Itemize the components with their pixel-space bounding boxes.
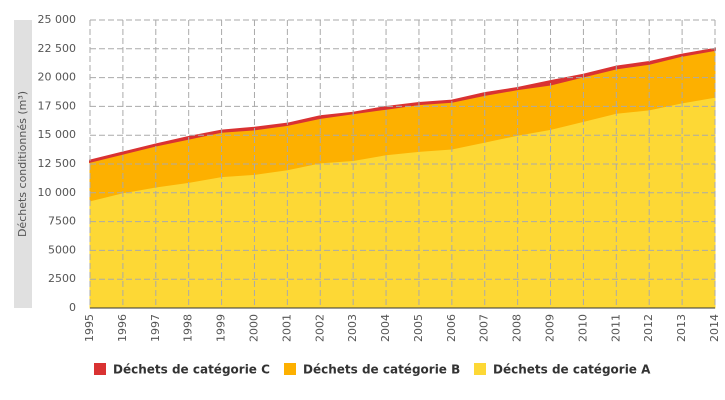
legend-swatch <box>474 363 486 375</box>
y-tick-label: 25 000 <box>38 13 77 26</box>
x-tick-label: 2006 <box>445 314 458 342</box>
x-tick-label: 1997 <box>149 314 162 342</box>
y-tick-label: 15 000 <box>38 128 77 141</box>
x-tick-label: 1998 <box>182 314 195 342</box>
x-tick-label: 1995 <box>83 314 96 342</box>
x-tick-label: 1996 <box>116 314 129 342</box>
axis-label-box <box>14 20 32 308</box>
y-tick-label: 5000 <box>48 243 76 256</box>
legend-swatch <box>284 363 296 375</box>
x-tick-label: 1999 <box>215 314 228 342</box>
y-tick-label: 10 000 <box>38 186 77 199</box>
x-tick-label: 2002 <box>313 314 326 342</box>
legend-label: Déchets de catégorie C <box>113 363 270 377</box>
y-axis-label: Déchets conditionnés (m³) <box>16 91 29 237</box>
y-tick-label: 2500 <box>48 272 76 285</box>
y-tick-label: 12 500 <box>38 157 77 170</box>
x-tick-label: 2003 <box>346 314 359 342</box>
x-tick-label: 2001 <box>280 314 293 342</box>
x-tick-label: 2010 <box>576 314 589 342</box>
y-tick-label: 7500 <box>48 215 76 228</box>
legend-swatch <box>94 363 106 375</box>
x-tick-label: 2005 <box>412 314 425 342</box>
y-tick-label: 0 <box>69 301 76 314</box>
y-tick-label: 22 500 <box>38 42 77 55</box>
x-tick-label: 2007 <box>478 314 491 342</box>
x-tick-label: 2013 <box>675 314 688 342</box>
y-tick-label: 17 500 <box>38 99 77 112</box>
x-tick-label: 2009 <box>544 314 557 342</box>
legend-label: Déchets de catégorie B <box>303 363 460 377</box>
x-tick-label: 2014 <box>708 314 721 342</box>
x-tick-label: 2004 <box>379 314 392 342</box>
x-tick-label: 2011 <box>609 314 622 342</box>
x-tick-label: 2000 <box>247 314 260 342</box>
y-tick-label: 20 000 <box>38 71 77 84</box>
x-tick-label: 2008 <box>511 314 524 342</box>
x-tick-label: 2012 <box>642 314 655 342</box>
legend-label: Déchets de catégorie A <box>493 363 651 377</box>
